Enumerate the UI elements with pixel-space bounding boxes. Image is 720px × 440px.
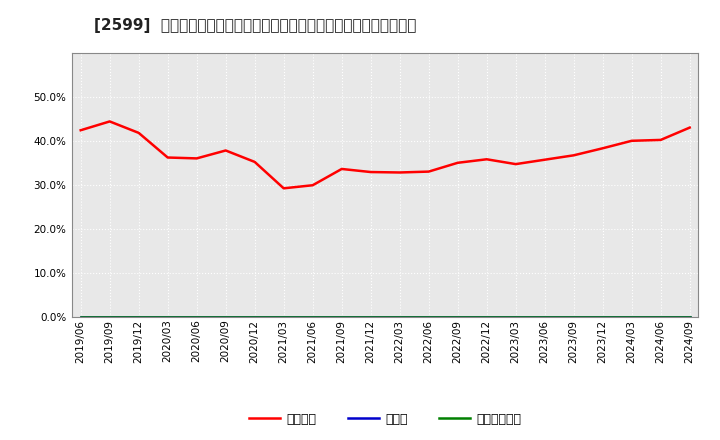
のれん <box>338 314 346 319</box>
自己資本 <box>395 170 404 175</box>
のれん <box>251 314 259 319</box>
繰延税金資産 <box>570 314 578 319</box>
繰延税金資産 <box>685 314 694 319</box>
繰延税金資産 <box>135 314 143 319</box>
繰延税金資産 <box>251 314 259 319</box>
繰延税金資産 <box>76 314 85 319</box>
のれん <box>279 314 288 319</box>
繰延税金資産 <box>541 314 549 319</box>
Line: 自己資本: 自己資本 <box>81 121 690 188</box>
自己資本 <box>424 169 433 174</box>
繰延税金資産 <box>424 314 433 319</box>
自己資本 <box>541 157 549 162</box>
自己資本 <box>105 119 114 124</box>
繰延税金資産 <box>511 314 520 319</box>
自己資本 <box>192 156 201 161</box>
自己資本 <box>279 186 288 191</box>
自己資本 <box>76 128 85 133</box>
繰延税金資産 <box>221 314 230 319</box>
のれん <box>657 314 665 319</box>
のれん <box>308 314 317 319</box>
のれん <box>76 314 85 319</box>
のれん <box>482 314 491 319</box>
繰延税金資産 <box>192 314 201 319</box>
自己資本 <box>482 157 491 162</box>
自己資本 <box>627 138 636 143</box>
自己資本 <box>454 160 462 165</box>
自己資本 <box>163 155 172 160</box>
のれん <box>192 314 201 319</box>
のれん <box>366 314 375 319</box>
繰延税金資産 <box>163 314 172 319</box>
繰延税金資産 <box>279 314 288 319</box>
のれん <box>454 314 462 319</box>
のれん <box>105 314 114 319</box>
のれん <box>163 314 172 319</box>
自己資本 <box>308 183 317 188</box>
繰延税金資産 <box>627 314 636 319</box>
自己資本 <box>685 125 694 130</box>
自己資本 <box>251 159 259 165</box>
のれん <box>511 314 520 319</box>
Legend: 自己資本, のれん, 繰延税金資産: 自己資本, のれん, 繰延税金資産 <box>244 407 526 430</box>
自己資本 <box>338 166 346 172</box>
自己資本 <box>570 153 578 158</box>
のれん <box>221 314 230 319</box>
自己資本 <box>598 146 607 151</box>
繰延税金資産 <box>454 314 462 319</box>
のれん <box>685 314 694 319</box>
繰延税金資産 <box>657 314 665 319</box>
繰延税金資産 <box>308 314 317 319</box>
自己資本 <box>135 130 143 136</box>
自己資本 <box>221 148 230 153</box>
繰延税金資産 <box>338 314 346 319</box>
のれん <box>598 314 607 319</box>
のれん <box>627 314 636 319</box>
のれん <box>395 314 404 319</box>
Text: [2599]  自己資本、のれん、繰延税金資産の総資産に対する比率の推移: [2599] 自己資本、のれん、繰延税金資産の総資産に対する比率の推移 <box>94 18 416 33</box>
繰延税金資産 <box>482 314 491 319</box>
繰延税金資産 <box>598 314 607 319</box>
自己資本 <box>366 169 375 175</box>
のれん <box>424 314 433 319</box>
自己資本 <box>657 137 665 143</box>
のれん <box>541 314 549 319</box>
繰延税金資産 <box>366 314 375 319</box>
繰延税金資産 <box>105 314 114 319</box>
のれん <box>570 314 578 319</box>
繰延税金資産 <box>395 314 404 319</box>
のれん <box>135 314 143 319</box>
自己資本 <box>511 161 520 167</box>
